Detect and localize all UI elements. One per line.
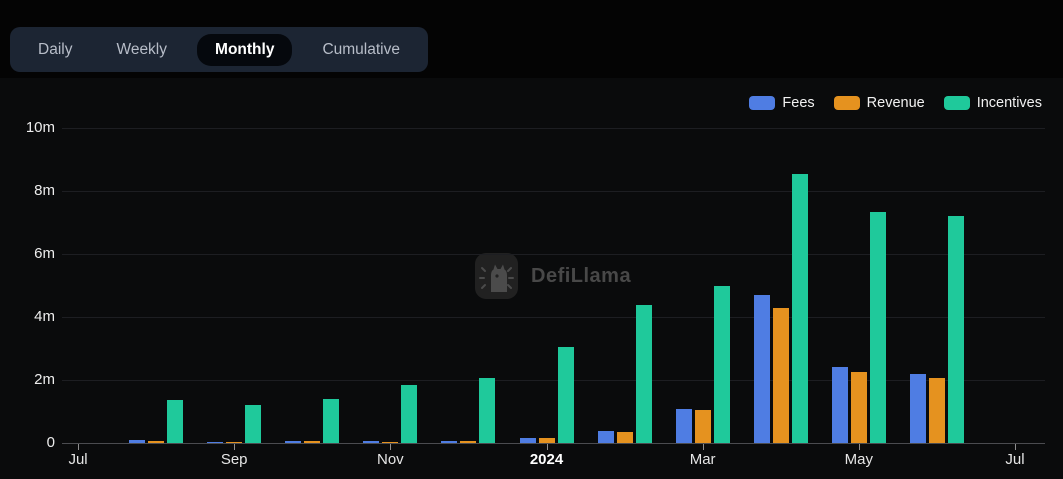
legend-item-incentives[interactable]: Incentives — [943, 95, 1042, 111]
bar-revenue-oct-2023[interactable] — [304, 441, 321, 443]
x-axis-label: Jul — [1005, 451, 1025, 468]
chart-legend: Fees Revenue Incentives — [749, 95, 1042, 111]
y-gridline — [62, 128, 1045, 129]
bar-incentives-oct-2023[interactable] — [323, 398, 340, 443]
bar-revenue-jun-2024[interactable] — [928, 378, 945, 443]
tab-monthly[interactable]: Monthly — [197, 33, 293, 66]
y-axis-label: 0 — [46, 434, 55, 451]
fees-swatch-icon — [749, 96, 776, 110]
bar-fees-feb-2024[interactable] — [597, 431, 614, 443]
tab-daily[interactable]: Daily — [38, 40, 73, 58]
bar-incentives-nov-2023[interactable] — [401, 384, 418, 443]
bar-fees-may-2024[interactable] — [831, 367, 848, 443]
x-axis-label: Sep — [220, 451, 248, 468]
x-axis-tick — [546, 444, 548, 450]
bar-fees-mar-2024[interactable] — [675, 408, 692, 443]
x-axis-label: Mar — [689, 451, 716, 468]
x-axis-tick — [702, 444, 704, 450]
x-axis-label: Jul — [68, 451, 88, 468]
legend-label: Incentives — [976, 95, 1042, 111]
tab-weekly[interactable]: Weekly — [116, 40, 168, 58]
x-axis-tick — [858, 444, 860, 450]
y-gridline — [62, 254, 1045, 255]
bar-incentives-jan-2024[interactable] — [557, 346, 574, 443]
bar-incentives-aug-2023[interactable] — [167, 399, 184, 443]
bar-fees-jan-2024[interactable] — [519, 438, 536, 443]
x-axis-label: May — [844, 451, 873, 468]
x-axis-tick — [1014, 444, 1016, 450]
bar-revenue-apr-2024[interactable] — [772, 308, 789, 443]
y-axis-label: 4m — [34, 308, 55, 325]
bar-incentives-sep-2023[interactable] — [245, 404, 262, 443]
bar-fees-jun-2024[interactable] — [909, 373, 926, 443]
tab-cumulative[interactable]: Cumulative — [322, 40, 400, 58]
bar-revenue-aug-2023[interactable] — [148, 441, 165, 443]
bar-incentives-dec-2023[interactable] — [479, 378, 496, 443]
bar-incentives-feb-2024[interactable] — [635, 305, 652, 443]
legend-label: Revenue — [866, 95, 925, 111]
legend-item-fees[interactable]: Fees — [749, 95, 815, 111]
bar-revenue-dec-2023[interactable] — [460, 441, 477, 443]
bar-fees-dec-2023[interactable] — [441, 440, 458, 443]
x-axis-tick — [78, 444, 80, 450]
x-axis-label: 2024 — [529, 451, 564, 468]
bar-incentives-jun-2024[interactable] — [947, 216, 964, 443]
bar-fees-oct-2023[interactable] — [285, 441, 302, 443]
bar-revenue-may-2024[interactable] — [850, 372, 867, 443]
bar-fees-apr-2024[interactable] — [753, 294, 770, 443]
y-gridline — [62, 317, 1045, 318]
bar-incentives-mar-2024[interactable] — [713, 285, 730, 443]
bar-incentives-may-2024[interactable] — [869, 212, 886, 443]
bar-revenue-feb-2024[interactable] — [616, 431, 633, 443]
y-axis-label: 8m — [34, 182, 55, 199]
bar-revenue-jan-2024[interactable] — [538, 437, 555, 443]
legend-item-revenue[interactable]: Revenue — [833, 95, 925, 111]
y-axis-label: 6m — [34, 245, 55, 262]
x-axis-tick — [390, 444, 392, 450]
y-gridline — [62, 380, 1045, 381]
y-gridline — [62, 191, 1045, 192]
legend-label: Fees — [782, 95, 815, 111]
bar-fees-sep-2023[interactable] — [207, 441, 224, 443]
bar-revenue-sep-2023[interactable] — [226, 441, 243, 443]
bar-revenue-mar-2024[interactable] — [694, 409, 711, 443]
bar-incentives-apr-2024[interactable] — [791, 173, 808, 443]
bar-revenue-nov-2023[interactable] — [382, 441, 399, 443]
x-axis-line — [62, 443, 1045, 444]
y-axis-label: 2m — [34, 371, 55, 388]
revenue-swatch-icon — [833, 96, 860, 110]
y-axis-label: 10m — [25, 119, 55, 136]
x-axis-tick — [234, 444, 236, 450]
interval-tabbar: Daily Weekly Monthly Cumulative — [10, 27, 428, 72]
x-axis-label: Nov — [377, 451, 404, 468]
bar-fees-aug-2023[interactable] — [129, 440, 146, 443]
bar-fees-nov-2023[interactable] — [363, 441, 380, 443]
incentives-swatch-icon — [943, 96, 970, 110]
